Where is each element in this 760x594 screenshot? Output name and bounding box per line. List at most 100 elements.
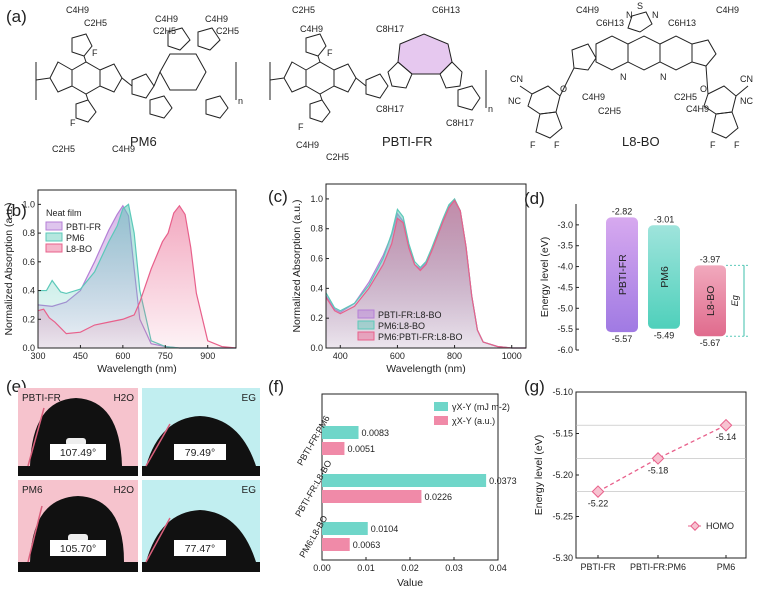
pbtifr-labels: C2H5 C4H9 F C6H13 C8H17 C8H17 C8H17 F C4… — [292, 5, 493, 162]
b-legend-swatch-2 — [45, 243, 63, 253]
pm6-label-8: C2H5 — [52, 144, 75, 154]
contact-cell-4: 77.47° EG — [142, 480, 260, 572]
contact-liquid-1: H2O — [113, 393, 134, 404]
l8bo-thiadiazole — [627, 11, 653, 33]
g-ylabel: Energy level (eV) — [533, 435, 545, 516]
l8bo-label-15: CN — [740, 74, 753, 84]
pm6-structure — [35, 27, 237, 123]
l8bo-label-4: S — [637, 1, 643, 11]
c-legend-swatch-2 — [357, 331, 375, 341]
l8bo-label-19: F — [530, 140, 536, 150]
l8bo-label-12: C4H9 — [686, 104, 709, 114]
c-legend-label-1: PM6:L8-BO — [378, 321, 425, 331]
pm6-label-3: F — [70, 118, 76, 128]
f-bar-label-2-0: 0.0104 — [371, 524, 399, 534]
f-legend-label-1: χX-Y (a.u.) — [452, 416, 495, 426]
b-ytick-label-1: 0.2 — [22, 314, 35, 324]
c-legend-swatch-1 — [357, 320, 375, 330]
l8bo-ic-l-benz — [535, 111, 563, 139]
contact-angle-3: 105.70° — [60, 543, 96, 555]
b-legend-label-2: L8-BO — [66, 244, 92, 254]
b-legend-label-0: PBTI-FR — [66, 222, 101, 232]
pbtifr-linker-r — [457, 85, 481, 111]
d-bar-1 — [648, 225, 680, 329]
b-xtick-label-1: 450 — [73, 351, 88, 361]
b-plot-frame — [37, 189, 237, 349]
c-xtick-label-0: 400 — [333, 351, 348, 361]
contact-angle-2: 79.49° — [185, 447, 215, 459]
pm6-label-10: n — [238, 96, 243, 106]
d-ytick-label-1: -5.5 — [557, 324, 573, 334]
b-legend-swatch-1 — [45, 232, 63, 242]
panel-letter-d: (d) — [524, 189, 545, 208]
d-bar-name-1: PM6 — [659, 266, 671, 288]
l8bo-core-ring-l — [595, 35, 629, 71]
d-lumo-label-2: -3.97 — [700, 254, 721, 264]
pm6-thiophene-r — [99, 63, 123, 93]
f-bar-2-1 — [322, 538, 350, 551]
l8bo-label-6: N — [652, 10, 659, 20]
c-legend-label-0: PBTI-FR:L8-BO — [378, 310, 442, 320]
g-ytick-label-1: -5.25 — [552, 512, 573, 522]
c-xtick-label-1: 600 — [390, 351, 405, 361]
f-xtick-label-2: 0.02 — [401, 563, 419, 573]
f-xtick-label-3: 0.03 — [445, 563, 463, 573]
b-ytick-label-3: 0.6 — [22, 257, 35, 267]
f-bar-label-0-0: 0.0083 — [362, 428, 390, 438]
f-bar-2-0 — [322, 522, 368, 535]
b-ytick-label-2: 0.4 — [22, 286, 35, 296]
d-homo-label-0: -5.57 — [612, 334, 633, 344]
l8bo-label-16: NC — [740, 96, 753, 106]
d-ytick-label-0: -6.0 — [557, 345, 573, 355]
pbtifr-label-4: C8H17 — [376, 24, 404, 34]
f-bar-label-0-1: 0.0051 — [347, 444, 375, 454]
d-gap-label: Eg — [730, 295, 740, 306]
c-line-2 — [325, 199, 526, 349]
l8bo-ic-r-benz — [711, 111, 739, 139]
pm6-label-6: C4H9 — [205, 14, 228, 24]
d-ylabel: Energy level (eV) — [539, 237, 551, 318]
l8bo-name: L8-BO — [622, 134, 660, 149]
contact-angle-panel: 107.49° PBTI-FR H2O 79.49° EG 105.70° PM… — [18, 388, 260, 572]
l8bo-label-11: C2H5 — [674, 92, 697, 102]
d-lumo-label-1: -3.01 — [654, 214, 675, 224]
pbtifr-side-bottom — [309, 99, 331, 123]
f-bar-0-1 — [322, 442, 345, 455]
b-xtick-label-0: 300 — [30, 351, 45, 361]
l8bo-labels: C4H9 C6H13 C6H13 C4H9 S N N N N C4H9 C2H… — [508, 1, 753, 150]
panel-letter-g: (g) — [524, 377, 545, 396]
c-plot-frame — [325, 183, 527, 349]
g-point-label-2: -5.14 — [716, 432, 737, 442]
l8bo-label-14: NC — [508, 96, 521, 106]
g-ytick-label-0: -5.30 — [552, 553, 573, 563]
pm6-label-1: C2H5 — [84, 18, 107, 28]
f-legend-swatch-1 — [434, 416, 448, 425]
d-ytick-label-5: -3.5 — [557, 241, 573, 251]
d-ytick-label-6: -3.0 — [557, 220, 573, 230]
f-bar-label-2-1: 0.0063 — [353, 540, 381, 550]
b-legend-title: Neat film — [46, 208, 82, 218]
l8bo-label-1: C6H13 — [596, 18, 624, 28]
pm6-label-2: F — [92, 48, 98, 58]
b-xlabel: Wavelength (nm) — [97, 363, 177, 375]
g-ytick-label-2: -5.20 — [552, 470, 573, 480]
g-xtick-label-1: PBTI-FR:PM6 — [630, 562, 686, 572]
pbtifr-imide-ring — [397, 33, 453, 75]
g-legend-label: HOMO — [706, 521, 734, 531]
pm6-bdd-th-br — [205, 95, 229, 119]
l8bo-label-13: CN — [510, 74, 523, 84]
d-ytick-label-2: -5.0 — [557, 303, 573, 313]
f-bar-label-1-1: 0.0226 — [424, 492, 452, 502]
contact-angle-1: 107.49° — [60, 447, 96, 459]
b-ytick-label-0: 0.0 — [22, 343, 35, 353]
pm6-bdd-thiophene-l — [167, 27, 191, 51]
l8bo-label-7: N — [620, 72, 627, 82]
b-xtick-label-4: 900 — [200, 351, 215, 361]
b-area-1 — [38, 204, 236, 348]
pm6-thiophene-l — [49, 61, 73, 93]
l8bo-label-17: O — [560, 84, 567, 94]
pm6-label-9: C4H9 — [112, 144, 135, 154]
b-xtick-label-3: 750 — [158, 351, 173, 361]
f-xtick-label-1: 0.01 — [357, 563, 375, 573]
